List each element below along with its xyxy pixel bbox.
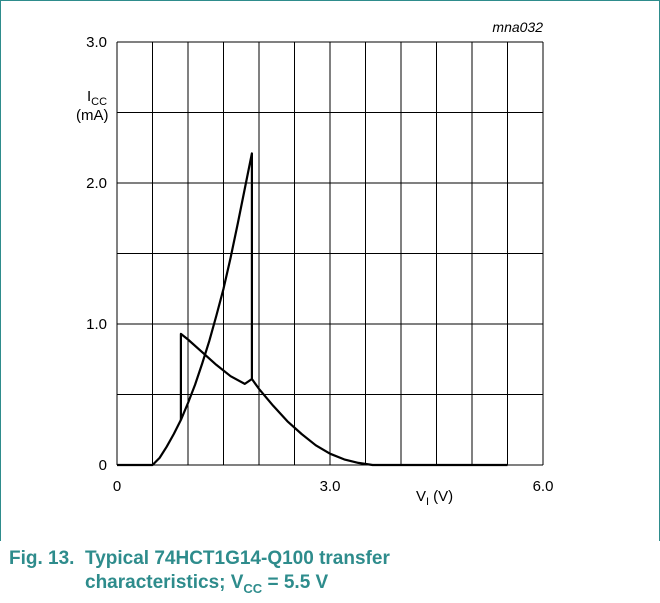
caption-number: Fig. 13. — [9, 548, 75, 569]
x-tick-label: 6.0 — [533, 478, 554, 495]
caption-line-2: characteristics; VCC = 5.5 V — [9, 571, 649, 601]
y-tick-label: 3.0 — [86, 34, 107, 51]
x-axis-label-main: V — [416, 488, 426, 505]
y-axis-label-main: I — [87, 88, 91, 105]
series-line-2 — [179, 332, 253, 420]
y-tick-label: 0 — [99, 457, 107, 474]
caption-text: characteristics; V — [85, 572, 244, 593]
grid — [116, 41, 544, 466]
caption-title: Typical 74HCT1G14-Q100 transfer — [85, 548, 390, 569]
series-line-1 — [117, 152, 508, 467]
figure-id: mna032 — [492, 19, 543, 35]
x-tick-label: 0 — [113, 478, 121, 495]
caption-subscript: CC — [243, 580, 263, 596]
x-axis-label-unit: (V) — [433, 488, 453, 505]
chart: 0 3.0 6.001.02.03.0 mna032 ICC (mA) VI (V) — [76, 19, 553, 508]
tick-labels: 0 3.0 6.0 0 1.0 2.0 3.0 — [86, 34, 553, 495]
caption-line-1: Fig. 13. Typical 74HCT1G14-Q100 transfer — [9, 547, 649, 571]
y-axis-unit: (mA) — [76, 107, 109, 124]
series-group — [117, 152, 508, 467]
y-axis-label-sub: CC — [91, 96, 107, 108]
y-axis-label: ICC — [87, 88, 107, 108]
y-tick-label: 1.0 — [86, 316, 107, 333]
x-tick-label: 3.0 — [320, 478, 341, 495]
x-axis-label: VI (V) — [416, 488, 453, 508]
y-tick-label: 2.0 — [86, 175, 107, 192]
figure-caption: Fig. 13. Typical 74HCT1G14-Q100 transfer … — [9, 547, 649, 601]
x-axis-label-sub: I — [426, 496, 429, 508]
caption-end: = 5.5 V — [262, 572, 329, 593]
